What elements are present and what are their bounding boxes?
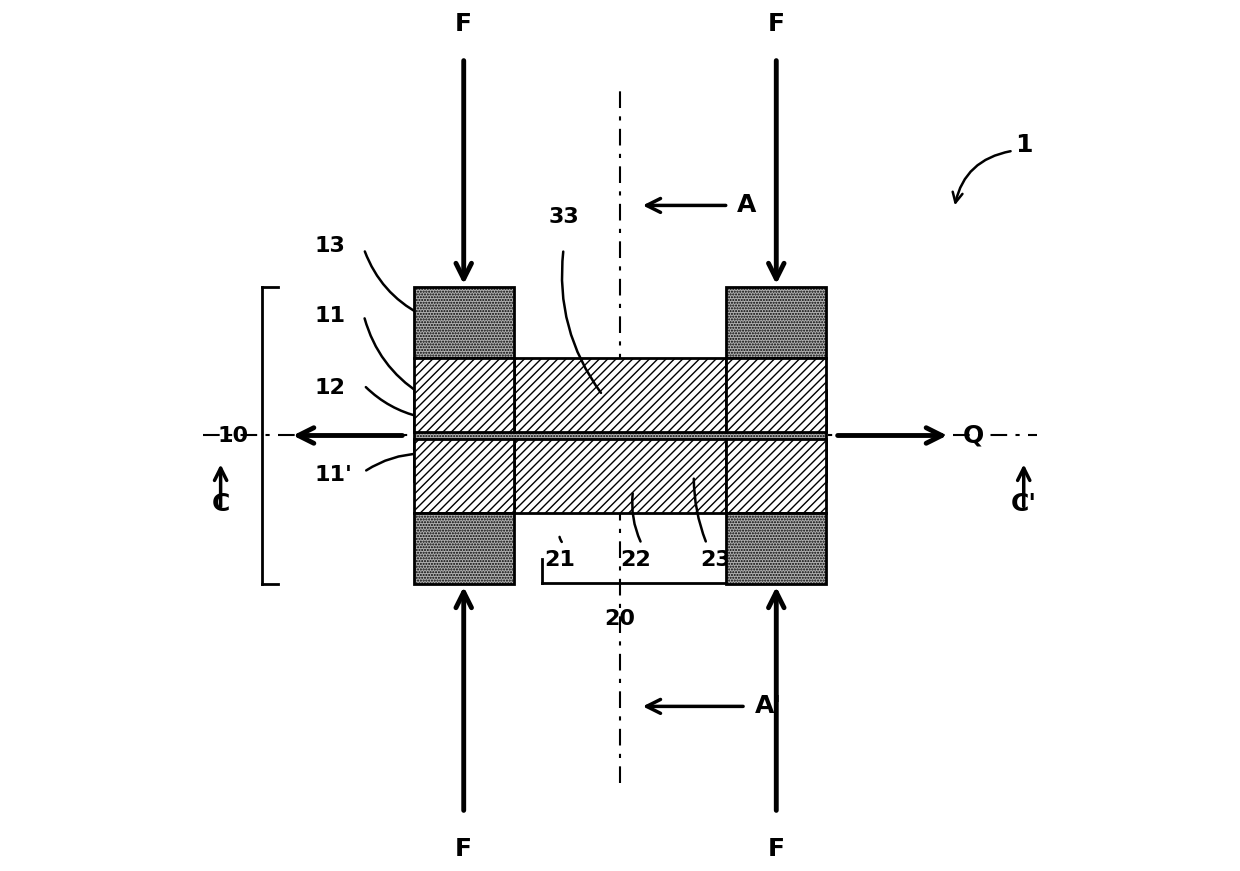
Text: 21: 21 bbox=[544, 550, 574, 571]
Text: F: F bbox=[768, 837, 785, 861]
Bar bbox=[727, 513, 826, 584]
Text: 23: 23 bbox=[701, 550, 732, 571]
Bar bbox=[414, 358, 513, 432]
Text: Q: Q bbox=[963, 423, 985, 448]
Text: F: F bbox=[455, 837, 472, 861]
Bar bbox=[515, 358, 725, 432]
Text: 33: 33 bbox=[548, 207, 579, 227]
Text: 10: 10 bbox=[217, 426, 248, 445]
Bar bbox=[727, 358, 826, 432]
Text: C': C' bbox=[1011, 492, 1037, 516]
Text: C: C bbox=[212, 492, 229, 516]
Bar bbox=[727, 287, 826, 358]
Text: A: A bbox=[738, 193, 756, 218]
Bar bbox=[727, 439, 826, 513]
Text: 33': 33' bbox=[455, 557, 492, 577]
Text: A': A' bbox=[755, 694, 781, 719]
Text: 12: 12 bbox=[315, 378, 345, 398]
Text: 22: 22 bbox=[620, 550, 651, 571]
Bar bbox=[414, 287, 513, 358]
Text: 11: 11 bbox=[315, 306, 346, 326]
Bar bbox=[515, 439, 725, 513]
Text: 1: 1 bbox=[1016, 132, 1033, 157]
Text: F: F bbox=[768, 12, 785, 36]
Bar bbox=[414, 513, 513, 584]
Text: 11': 11' bbox=[315, 464, 352, 484]
Text: 20: 20 bbox=[605, 609, 635, 629]
Bar bbox=[414, 439, 513, 513]
Bar bbox=[414, 390, 826, 481]
Text: 13: 13 bbox=[315, 236, 345, 256]
Text: F: F bbox=[455, 12, 472, 36]
